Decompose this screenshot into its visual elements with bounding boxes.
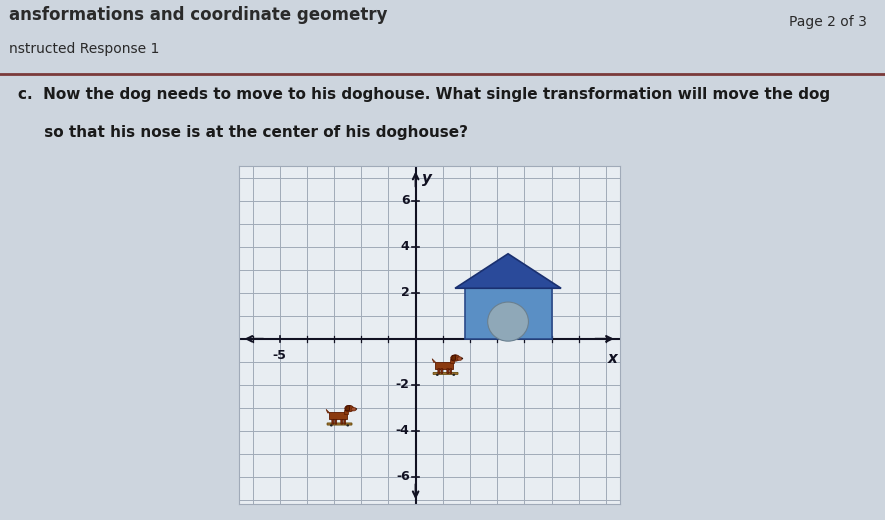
Text: -5: -5	[273, 349, 287, 362]
Ellipse shape	[461, 358, 463, 359]
Ellipse shape	[488, 302, 528, 341]
Polygon shape	[441, 369, 442, 373]
Text: -6: -6	[396, 470, 410, 483]
Ellipse shape	[450, 355, 459, 361]
Polygon shape	[345, 406, 350, 411]
Polygon shape	[341, 419, 342, 424]
Polygon shape	[332, 419, 334, 424]
Circle shape	[346, 424, 349, 426]
Text: -2: -2	[396, 379, 410, 392]
Text: -4: -4	[396, 424, 410, 437]
Circle shape	[436, 374, 439, 376]
Text: 4: 4	[401, 240, 410, 253]
FancyBboxPatch shape	[327, 423, 352, 425]
Circle shape	[330, 424, 333, 426]
Polygon shape	[450, 359, 454, 363]
Polygon shape	[432, 359, 435, 362]
Text: so that his nose is at the center of his doghouse?: so that his nose is at the center of his…	[18, 125, 467, 140]
Text: x: x	[608, 352, 618, 367]
Ellipse shape	[345, 406, 354, 412]
Text: ansformations and coordinate geometry: ansformations and coordinate geometry	[9, 6, 388, 24]
Text: 6: 6	[401, 194, 410, 207]
Polygon shape	[455, 254, 561, 288]
Polygon shape	[343, 419, 346, 424]
Polygon shape	[329, 412, 347, 419]
Polygon shape	[344, 410, 348, 413]
Ellipse shape	[356, 408, 358, 410]
Polygon shape	[438, 369, 440, 373]
Text: 2: 2	[401, 287, 410, 300]
Text: Page 2 of 3: Page 2 of 3	[789, 15, 867, 29]
Text: c.  Now the dog needs to move to his doghouse. What single transformation will m: c. Now the dog needs to move to his dogh…	[18, 87, 830, 102]
Polygon shape	[450, 369, 452, 373]
Polygon shape	[451, 355, 456, 360]
Polygon shape	[435, 362, 453, 369]
Polygon shape	[447, 369, 449, 373]
Polygon shape	[335, 419, 337, 424]
Polygon shape	[326, 409, 330, 413]
Ellipse shape	[351, 408, 357, 411]
FancyBboxPatch shape	[433, 372, 458, 374]
Ellipse shape	[458, 357, 462, 360]
Circle shape	[452, 374, 455, 376]
Text: y: y	[422, 171, 433, 186]
Text: nstructed Response 1: nstructed Response 1	[9, 42, 159, 56]
FancyBboxPatch shape	[465, 288, 551, 339]
